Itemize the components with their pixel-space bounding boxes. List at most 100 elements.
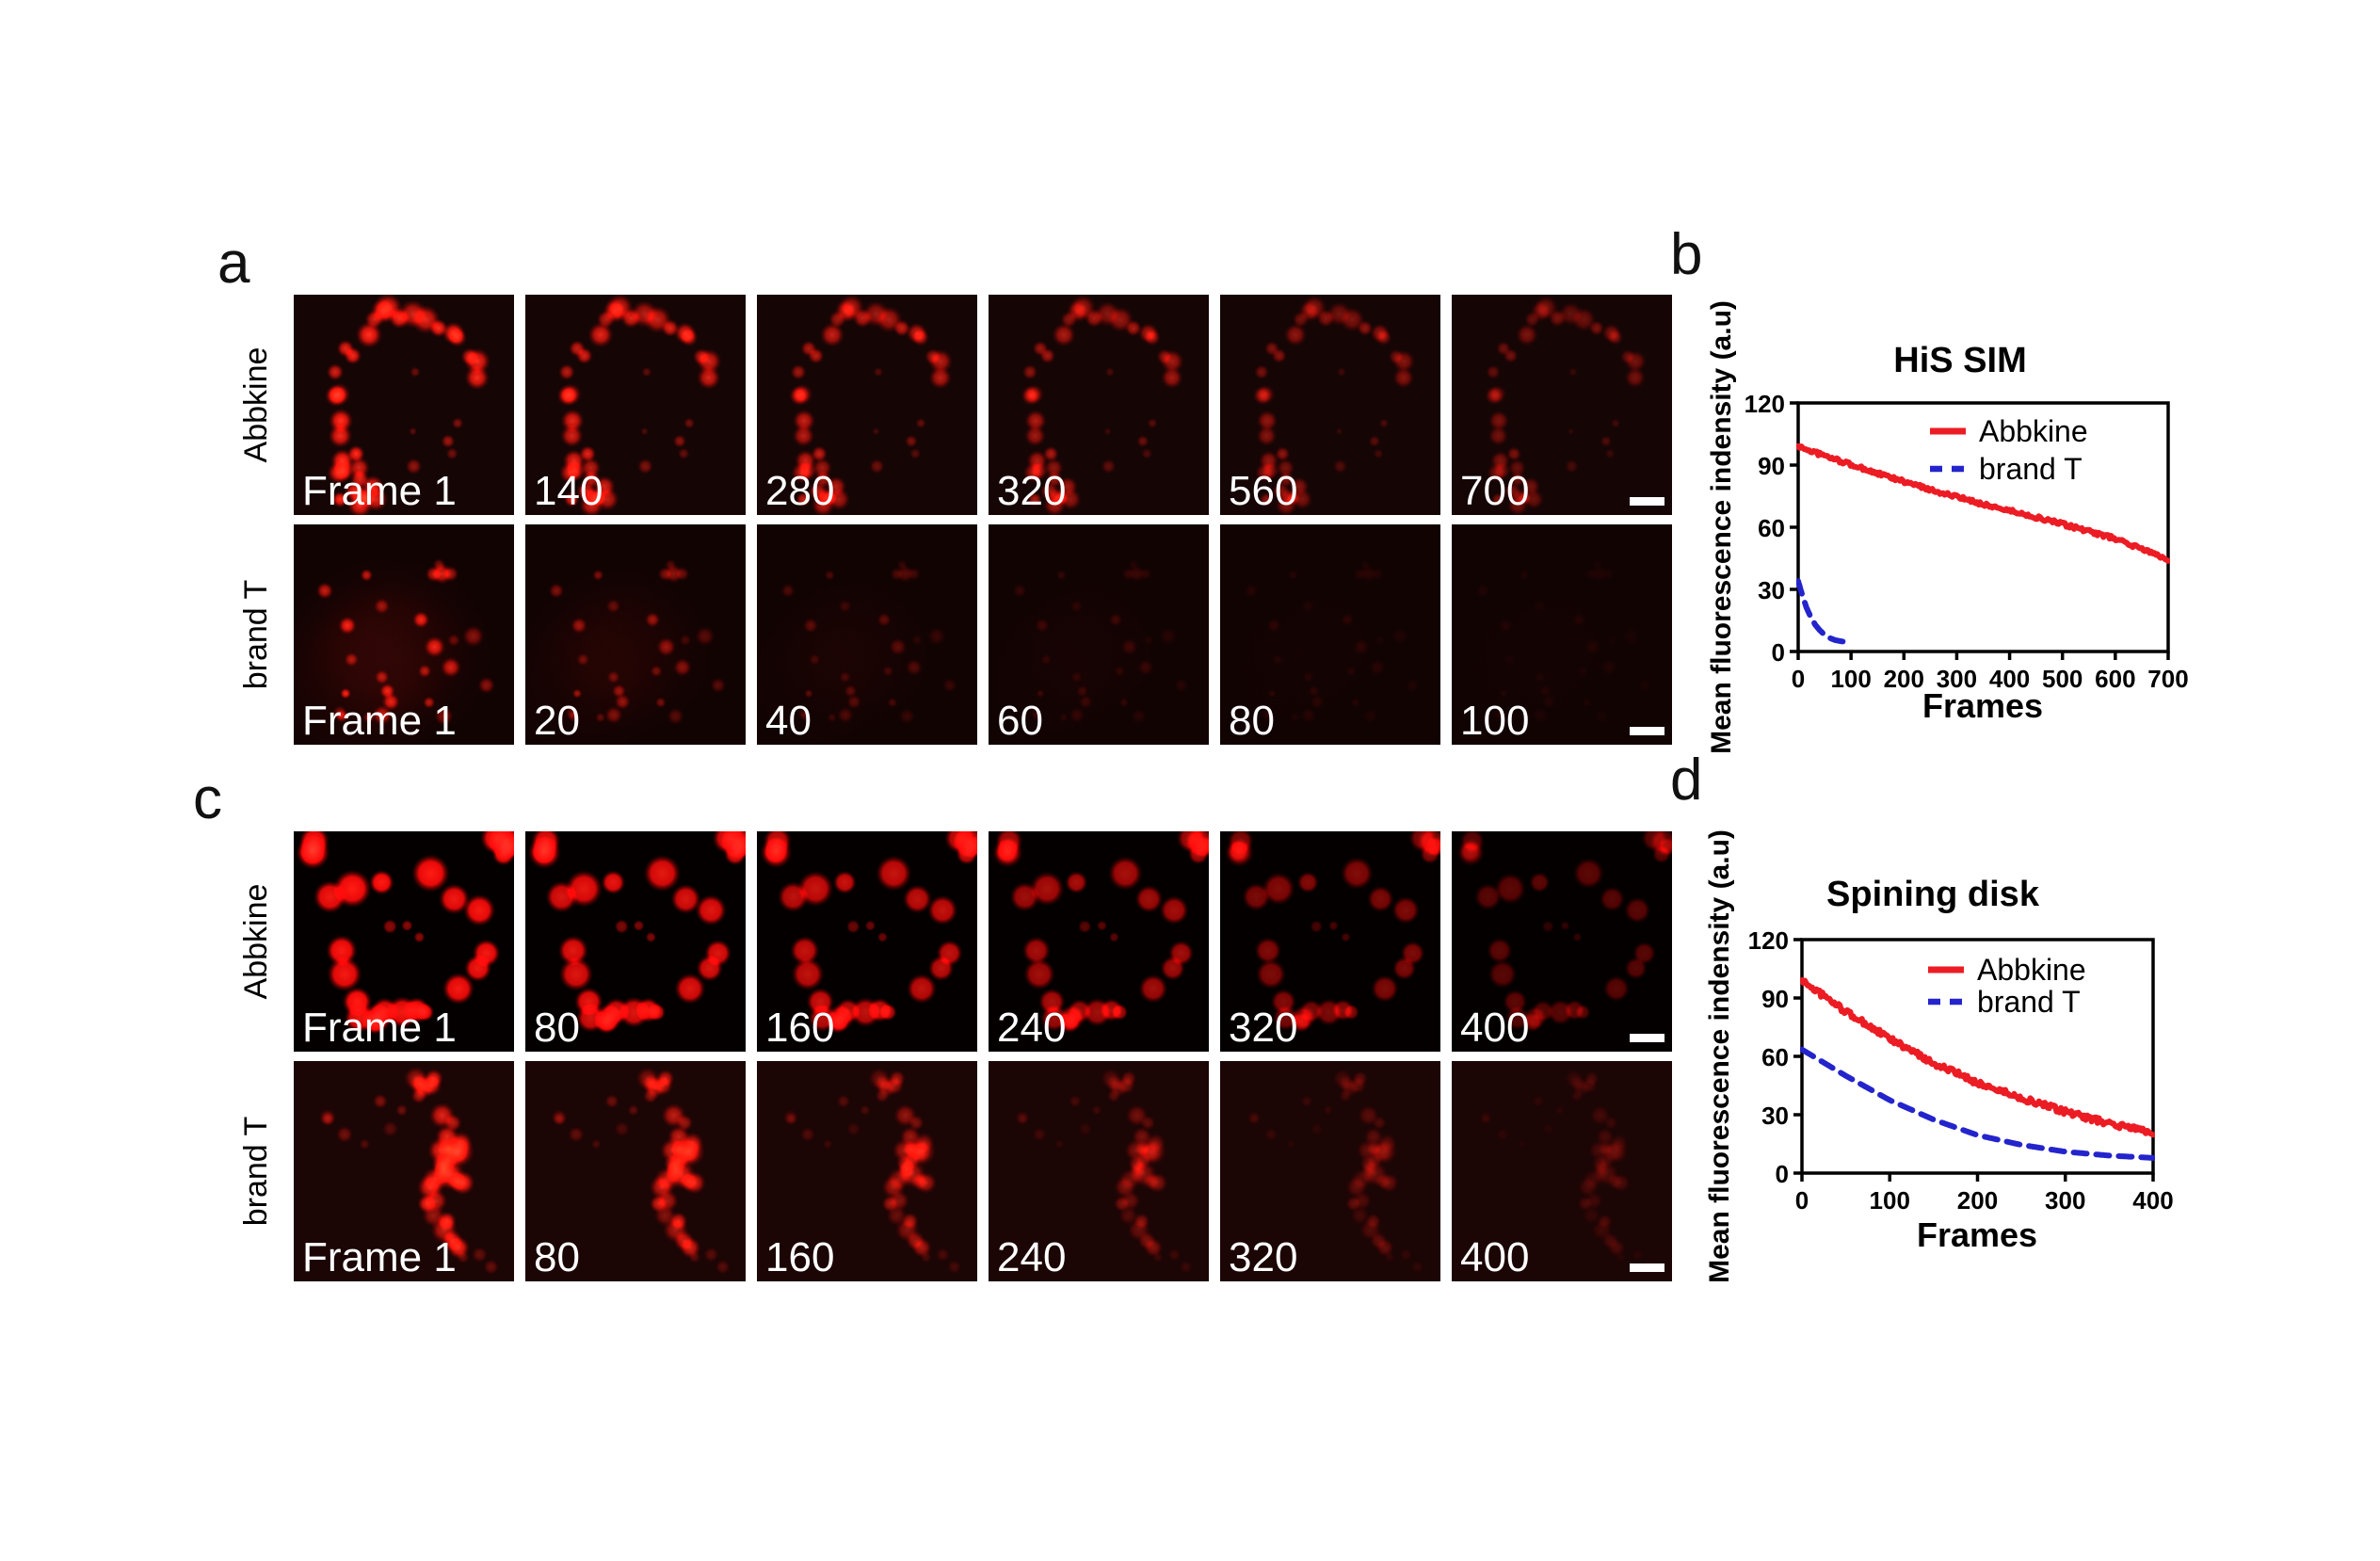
x-tick-label: 700	[2147, 665, 2188, 693]
x-tick-label: 300	[2045, 1186, 2085, 1215]
frame-label: 80	[534, 1234, 580, 1280]
frame-label: 40	[765, 698, 812, 744]
micrograph-image	[1452, 831, 1672, 1052]
micrograph-image	[757, 831, 977, 1052]
panel-letter-d: d	[1670, 748, 1703, 813]
micrograph-cell: 160	[757, 1061, 977, 1281]
micrograph-image	[1220, 1061, 1440, 1281]
frame-label: Frame 1	[302, 1005, 457, 1051]
x-tick-label: 500	[2042, 665, 2082, 693]
chart-title: Spining disk	[1826, 875, 2040, 914]
x-tick-label: 200	[1884, 665, 1924, 693]
micrograph-cell: 560	[1220, 295, 1440, 515]
micrograph-cell: 240	[989, 831, 1209, 1052]
frame-label: 400	[1460, 1234, 1530, 1280]
y-tick-label: 90	[1761, 985, 1789, 1013]
frame-label: 60	[997, 698, 1043, 744]
micrograph-cell: 80	[1220, 524, 1440, 745]
frame-label: Frame 1	[302, 1234, 457, 1280]
legend-label: Abbkine	[1979, 414, 2088, 448]
micrograph-image	[525, 831, 746, 1052]
micrograph-image	[757, 524, 977, 745]
micrograph-cell: 40	[757, 524, 977, 745]
frame-label: 140	[534, 468, 603, 514]
micrograph-cell: Frame 1	[294, 524, 514, 745]
row-label-a2: brand T	[238, 579, 274, 690]
frame-label: 280	[765, 468, 835, 514]
micrograph-cell: 700	[1452, 295, 1672, 515]
x-tick-label: 100	[1830, 665, 1871, 693]
y-tick-label: 120	[1745, 390, 1785, 418]
panel-letter-c: c	[193, 766, 222, 831]
row-label-a1: Abbkine	[238, 346, 274, 463]
frame-label: 240	[997, 1005, 1067, 1051]
micrograph-image	[757, 1061, 977, 1281]
micrograph-cell: 320	[989, 295, 1209, 515]
micrograph-cell: 140	[525, 295, 746, 515]
micrograph-image	[525, 524, 746, 745]
micrograph-image	[1452, 1061, 1672, 1281]
frame-label: 80	[1229, 698, 1275, 744]
frame-label: 160	[765, 1234, 835, 1280]
micrograph-image	[294, 831, 514, 1052]
micrograph-image	[525, 1061, 746, 1281]
micrograph-cell: Frame 1	[294, 295, 514, 515]
x-tick-label: 0	[1792, 665, 1805, 693]
micrograph-cell: 80	[525, 1061, 746, 1281]
frame-label: 20	[534, 698, 580, 744]
frame-label: 320	[997, 468, 1067, 514]
x-tick-label: 0	[1795, 1186, 1809, 1215]
micrograph-image	[989, 295, 1209, 515]
frame-label: Frame 1	[302, 698, 457, 744]
y-tick-label: 60	[1761, 1043, 1789, 1071]
x-tick-label: 400	[2132, 1186, 2173, 1215]
frame-label: Frame 1	[302, 468, 457, 514]
micrograph-cell: Frame 1	[294, 831, 514, 1052]
frame-label: 400	[1460, 1005, 1530, 1051]
x-axis-label: Frames	[1922, 686, 2043, 725]
micrograph-cell: 280	[757, 295, 977, 515]
y-axis-label: Mean fluorescence indensity (a.u)	[1704, 829, 1735, 1283]
legend-label: Abbkine	[1977, 953, 2086, 987]
scale-bar	[1630, 1263, 1664, 1272]
micrograph-cell: 20	[525, 524, 746, 745]
micrograph-image	[989, 1061, 1209, 1281]
micrograph-image	[1220, 524, 1440, 745]
micrograph-image	[989, 524, 1209, 745]
frame-label: 240	[997, 1234, 1067, 1280]
micrograph-cell: 60	[989, 524, 1209, 745]
x-axis-label: Frames	[1917, 1215, 2037, 1254]
micrograph-image	[525, 295, 746, 515]
legend-label: brand T	[1979, 452, 2082, 486]
x-tick-label: 300	[1937, 665, 1977, 693]
panel-letter-b: b	[1670, 222, 1703, 287]
row-label-c1: Abbkine	[238, 883, 274, 1000]
chart-his-sim: HiS SIM Mean fluorescence indensity (a.u)…	[1706, 300, 2189, 754]
micrograph-cell: 100	[1452, 524, 1672, 745]
frame-label: 560	[1229, 468, 1298, 514]
y-tick-label: 120	[1748, 926, 1789, 955]
micrograph-cell: Frame 1	[294, 1061, 514, 1281]
series-line-brand-t	[1796, 578, 1849, 645]
frame-label: 320	[1229, 1234, 1298, 1280]
micrograph-image	[294, 295, 514, 515]
micrograph-image	[1220, 295, 1440, 515]
row-label-c2: brand T	[238, 1116, 274, 1227]
micrograph-cell: 400	[1452, 1061, 1672, 1281]
series-line-brand-t	[1800, 1046, 2155, 1161]
frame-label: 80	[534, 1005, 580, 1051]
y-tick-label: 0	[1776, 1160, 1789, 1188]
micrograph-image	[294, 1061, 514, 1281]
frame-label: 320	[1229, 1005, 1298, 1051]
plot-frame	[1796, 401, 2170, 653]
frame-label: 100	[1460, 698, 1530, 744]
micrograph-cell: 320	[1220, 1061, 1440, 1281]
series-line-abbkine	[1800, 977, 2155, 1138]
micrograph-image	[1220, 831, 1440, 1052]
micrograph-cell: 320	[1220, 831, 1440, 1052]
y-tick-label: 90	[1758, 452, 1785, 480]
micrograph-image	[989, 831, 1209, 1052]
micrograph-image	[1452, 524, 1672, 745]
y-tick-label: 30	[1758, 576, 1785, 604]
